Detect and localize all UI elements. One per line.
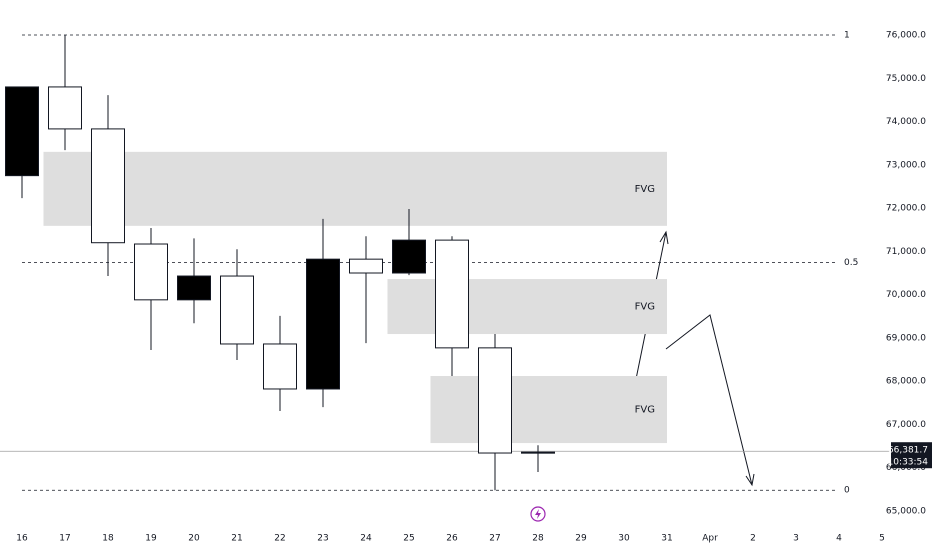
- y-tick-label: 68,000.0: [886, 377, 926, 387]
- x-tick-label: Apr: [702, 534, 718, 544]
- y-tick-label: 69,000.0: [886, 333, 926, 343]
- projection-path: [665, 314, 753, 486]
- x-tick-label: 4: [836, 534, 842, 544]
- drawings: [580, 230, 755, 487]
- last-price-box: [891, 442, 932, 469]
- candle-body: [48, 86, 82, 130]
- event-icon: [530, 506, 546, 522]
- candle-body: [220, 275, 254, 345]
- fib-label: 0: [844, 486, 850, 496]
- x-tick-label: 30: [618, 534, 630, 544]
- arrow-head: [659, 230, 669, 245]
- x-tick-label: 5: [879, 534, 885, 544]
- x-tick-label: 18: [102, 534, 114, 544]
- candle-body: [435, 239, 469, 349]
- fvg-label: FVG: [635, 302, 655, 313]
- fvg-zone: [43, 151, 667, 226]
- x-tick-label: 26: [446, 534, 458, 544]
- candle-body: [134, 243, 168, 301]
- candle-body: [177, 275, 211, 301]
- x-tick-label: 21: [231, 534, 242, 544]
- y-tick-label: 73,000.0: [886, 160, 926, 170]
- x-tick-label: 29: [575, 534, 587, 544]
- candle-body: [5, 86, 39, 177]
- x-tick-label: 17: [59, 534, 70, 544]
- y-tick-label: 67,000.0: [886, 420, 926, 430]
- fvg-label: FVG: [635, 405, 655, 416]
- y-tick-label: 72,000.0: [886, 204, 926, 214]
- fvg-zone: [430, 375, 667, 444]
- x-tick-label: 19: [145, 534, 157, 544]
- y-tick-label: 70,000.0: [886, 290, 926, 300]
- event-circle: [530, 506, 546, 522]
- y-tick-label: 71,000.0: [886, 247, 926, 257]
- x-tick-label: 16: [16, 534, 28, 544]
- candle-body: [478, 347, 512, 454]
- fvg-label: FVG: [635, 184, 655, 195]
- x-tick-label: 23: [317, 534, 328, 544]
- x-tick-label: 22: [274, 534, 285, 544]
- arrow-head: [745, 473, 755, 487]
- candle-body: [263, 343, 297, 390]
- fvg-zone: [387, 279, 667, 335]
- candle-body: [91, 128, 125, 244]
- x-tick-label: 20: [188, 534, 200, 544]
- event-bolt: [535, 509, 541, 519]
- candle-body: [392, 239, 426, 274]
- candle-body: [349, 258, 383, 274]
- fib-label: 0.5: [844, 258, 858, 268]
- y-tick-label: 74,000.0: [886, 117, 926, 127]
- y-tick-label: 76,000.0: [886, 31, 926, 41]
- last-price-time: 10:33:54: [888, 458, 929, 468]
- candle-body: [521, 451, 555, 454]
- x-tick-label: 2: [750, 534, 756, 544]
- last-price-label: 66,381.7: [888, 446, 928, 456]
- x-tick-label: 31: [661, 534, 672, 544]
- x-tick-label: 27: [489, 534, 500, 544]
- x-tick-label: 3: [793, 534, 799, 544]
- y-tick-label: 66,000.0: [886, 463, 926, 473]
- x-tick-label: 25: [403, 534, 414, 544]
- candle-body: [306, 258, 340, 390]
- fib-label: 1: [844, 31, 850, 41]
- x-tick-label: 24: [360, 534, 372, 544]
- y-tick-label: 65,000.0: [886, 507, 926, 517]
- x-tick-label: 28: [532, 534, 544, 544]
- y-tick-label: 75,000.0: [886, 74, 926, 84]
